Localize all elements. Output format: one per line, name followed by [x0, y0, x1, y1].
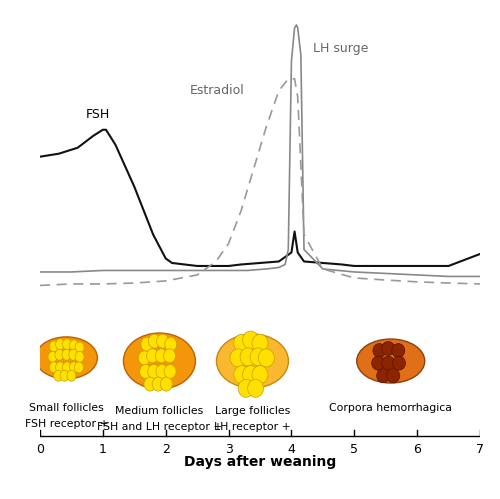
Ellipse shape [164, 349, 175, 363]
Ellipse shape [56, 339, 64, 350]
Text: 0: 0 [36, 443, 44, 456]
Ellipse shape [75, 351, 84, 362]
Ellipse shape [148, 334, 160, 348]
Text: 2: 2 [162, 443, 170, 456]
Ellipse shape [54, 370, 62, 381]
Text: LH surge: LH surge [314, 42, 369, 55]
Ellipse shape [50, 362, 58, 373]
Ellipse shape [156, 349, 168, 363]
Ellipse shape [164, 364, 176, 379]
Text: 6: 6 [413, 443, 421, 456]
Ellipse shape [160, 377, 172, 391]
Ellipse shape [356, 339, 424, 383]
Ellipse shape [67, 370, 76, 381]
Ellipse shape [392, 356, 406, 370]
Ellipse shape [156, 364, 168, 379]
Ellipse shape [70, 340, 78, 351]
Ellipse shape [69, 349, 78, 360]
Text: 7: 7 [476, 443, 484, 456]
Ellipse shape [240, 348, 256, 366]
Ellipse shape [141, 337, 153, 351]
Ellipse shape [75, 342, 84, 353]
Ellipse shape [55, 349, 64, 360]
Ellipse shape [252, 334, 268, 352]
Text: 1: 1 [99, 443, 107, 456]
Ellipse shape [234, 366, 250, 384]
Ellipse shape [56, 362, 64, 373]
Ellipse shape [144, 377, 156, 391]
Text: FSH receptor +: FSH receptor + [24, 419, 108, 429]
Ellipse shape [242, 331, 258, 349]
Text: Estradiol: Estradiol [190, 84, 244, 97]
Ellipse shape [148, 364, 160, 379]
Ellipse shape [382, 341, 394, 355]
Ellipse shape [373, 343, 386, 358]
Ellipse shape [36, 337, 98, 379]
Ellipse shape [138, 351, 150, 365]
Text: 3: 3 [224, 443, 232, 456]
Text: 4: 4 [288, 443, 296, 456]
Ellipse shape [62, 362, 72, 373]
Ellipse shape [48, 351, 57, 362]
Ellipse shape [250, 348, 266, 366]
Ellipse shape [372, 356, 384, 370]
Ellipse shape [234, 334, 250, 352]
Ellipse shape [248, 379, 264, 397]
Text: Small follicles: Small follicles [29, 403, 104, 413]
Text: Medium follicles: Medium follicles [116, 406, 204, 416]
Text: Days after weaning: Days after weaning [184, 455, 336, 469]
Ellipse shape [216, 334, 288, 388]
Text: FSH: FSH [86, 108, 110, 121]
Ellipse shape [252, 366, 268, 384]
Ellipse shape [164, 337, 176, 351]
Text: Corpora hemorrhagica: Corpora hemorrhagica [330, 403, 452, 413]
Ellipse shape [230, 349, 246, 367]
Ellipse shape [140, 364, 151, 379]
Ellipse shape [238, 379, 254, 397]
Ellipse shape [242, 366, 258, 384]
Text: LH receptor +: LH receptor + [214, 422, 291, 432]
Ellipse shape [392, 343, 405, 358]
Ellipse shape [376, 369, 390, 383]
Text: Large follicles: Large follicles [215, 406, 290, 416]
Ellipse shape [60, 370, 69, 381]
Ellipse shape [146, 349, 158, 363]
Ellipse shape [70, 362, 78, 373]
Ellipse shape [258, 349, 274, 367]
Ellipse shape [74, 362, 84, 373]
Ellipse shape [382, 356, 394, 370]
Ellipse shape [124, 333, 196, 389]
Ellipse shape [62, 339, 72, 350]
Text: FSH and LH receptor +: FSH and LH receptor + [96, 422, 222, 432]
Ellipse shape [152, 377, 164, 391]
Ellipse shape [62, 349, 71, 360]
Ellipse shape [156, 334, 168, 348]
Ellipse shape [387, 369, 400, 383]
Text: 5: 5 [350, 443, 358, 456]
Ellipse shape [50, 341, 58, 352]
